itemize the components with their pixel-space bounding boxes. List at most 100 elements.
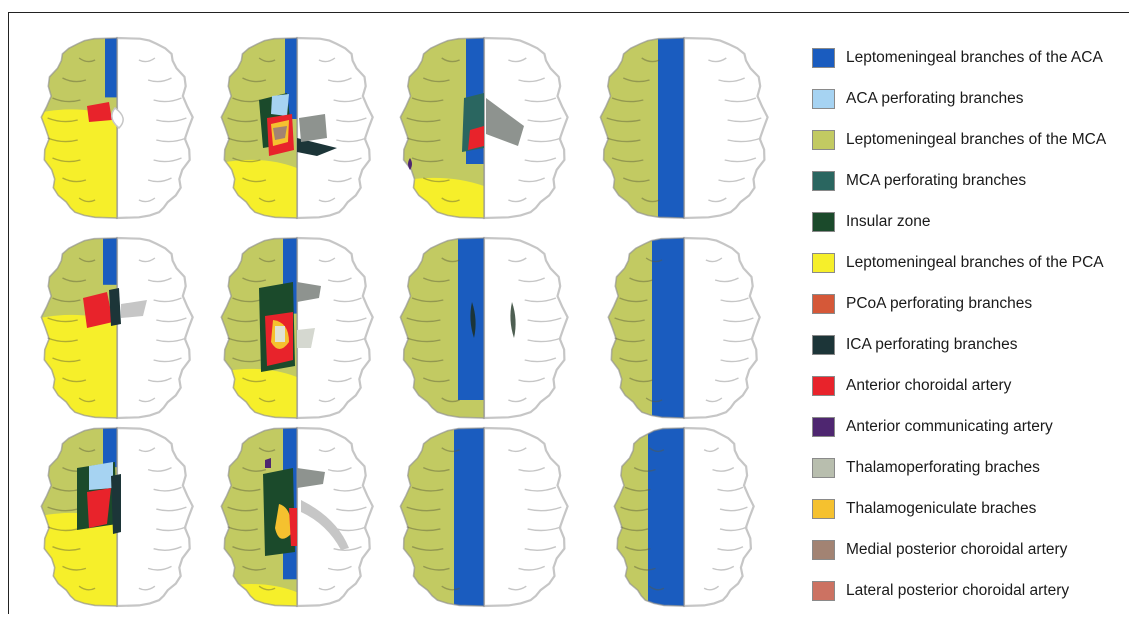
sulcus-line [406,337,441,343]
pca-leptomeningeal-zone [221,368,297,418]
sulcus-line [619,297,648,303]
sulcus-line [153,357,182,363]
sulcus-line [406,317,441,323]
legend-item-insular-zone: Insular zone [812,208,1128,249]
legend-label: ACA perforating branches [846,90,1024,107]
sulcus-line [242,377,267,383]
brain-slice-r1-c4 [599,36,769,220]
sulcus-line [47,137,78,143]
legend-swatch [812,212,835,232]
sulcus-line [138,197,156,203]
brain-slice-r3-c2 [220,426,374,608]
brain-slice-r2-c4 [607,236,761,420]
legend-label: Insular zone [846,213,931,230]
sulcus-line [147,565,172,571]
sulcus-line [156,117,187,123]
brain-slice-r3-c1 [40,426,194,608]
sulcus-line [47,317,78,323]
sulcus-line [423,77,450,83]
sulcus-line [724,157,757,163]
sulcus-line [258,397,276,403]
brain-slice-r1-c1 [40,36,194,220]
sulcus-line [242,565,267,571]
sulcus-line [423,377,450,383]
legend-item-mca-leptomeningeal: Leptomeningeal branches of the MCA [812,126,1128,167]
ventricle-right [121,300,147,318]
left-hemisphere-outline [40,237,118,419]
sulcus-line [327,77,352,83]
ventricle-right [510,302,516,338]
sulcus-line [327,377,352,383]
frame-border-left [8,12,9,614]
left-hemisphere-outline [40,427,118,607]
sulcus-line [52,357,81,363]
sulcus-line [606,117,641,123]
sulcus-line [527,117,562,123]
sulcus-line [645,397,663,403]
aca-leptomeningeal-zone [658,38,684,218]
legend-item-thalamoperforating: Thalamoperforating braches [812,454,1128,495]
sulcus-line [318,57,336,63]
thalamogeniculate-zone [275,504,292,539]
sulcus-line [258,57,276,63]
legend-item-lateral-posterior-choroidal: Lateral posterior choroidal artery [812,577,1128,618]
sulcus-line [423,277,450,283]
sulcus-line [156,526,187,532]
ica-perforating-zone [297,138,337,156]
ventricle-left [470,302,476,338]
sulcus-line [62,77,87,83]
legend-swatch [812,294,835,314]
sulcus-line [648,447,665,453]
sulcus-line [232,297,261,303]
sulcus-line [47,337,78,343]
legend-label: Anterior choroidal artery [846,377,1012,394]
medial-posterior-choroidal-zone [273,126,287,140]
sulcus-line [318,257,336,263]
ventricle-right [486,98,524,146]
brain-slice-r3-c4 [613,426,755,608]
legend-swatch [812,335,835,355]
sulcus-line [441,397,460,403]
sulcus-line [232,97,261,103]
sulcus-line [318,585,336,591]
sulcus-line [327,277,352,283]
sulcus-line [258,585,276,591]
sulcus-line [708,197,727,203]
sulcus-line [648,585,665,591]
sulcus-line [78,57,96,63]
sulcus-line [508,197,527,203]
sulcus-line [227,317,258,323]
sulcus-line [327,177,352,183]
sulcus-line [47,117,78,123]
sulcus-line [518,177,545,183]
left-hemisphere-outline [220,237,298,419]
sulcus-line [62,177,87,183]
sulcus-line [518,377,545,383]
sulcus-line [62,377,87,383]
sulcus-line [524,157,557,163]
anterior-choroidal-zone [87,488,111,528]
ventricle-right [297,282,321,302]
sulcus-line [719,506,748,512]
sulcus-line [518,466,545,472]
sulcus-line [78,447,96,453]
thalamus-right [297,328,315,348]
sulcus-line [508,57,527,63]
sulcus-line [703,447,720,453]
brain-slice-r2-c1 [40,236,194,420]
sulcus-line [406,117,441,123]
sulcus-line [138,257,156,263]
left-hemisphere-outline [399,37,485,219]
sulcus-line [336,317,367,323]
left-hemisphere-outline [599,37,685,219]
sulcus-line [645,257,663,263]
sulcus-line [527,317,562,323]
right-hemisphere [295,36,374,220]
right-hemisphere [482,236,569,420]
sulcus-line [527,526,562,532]
sulcus-line [227,506,258,512]
right-hemisphere [682,36,769,220]
sulcus-line [78,585,96,591]
sulcus-line [611,157,644,163]
